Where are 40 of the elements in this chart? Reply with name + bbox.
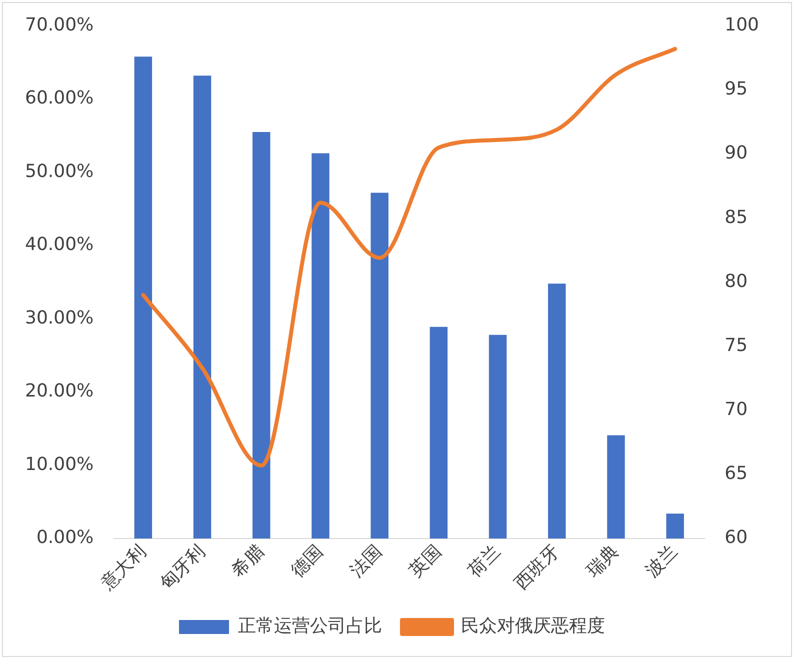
bar <box>666 514 684 539</box>
x-tick-label: 希腊 <box>228 541 268 582</box>
x-tick-label: 波兰 <box>642 541 682 582</box>
bar <box>548 284 566 539</box>
bar <box>252 132 270 539</box>
y2-tick-label: 80 <box>724 270 748 292</box>
x-tick-label: 法国 <box>346 541 386 582</box>
bar <box>488 334 507 539</box>
bar <box>370 192 388 539</box>
x-tick-label: 西班牙 <box>510 541 564 594</box>
x-tick-label: 瑞典 <box>582 541 623 582</box>
y-tick-label: 20.00% <box>24 380 94 402</box>
bar <box>134 56 152 539</box>
y-tick-label: 50.00% <box>24 160 94 182</box>
y-tick-label: 60.00% <box>24 88 94 109</box>
legend-label: 民众对俄厌恶程度 <box>461 616 605 637</box>
bar <box>430 326 448 539</box>
bar <box>193 76 212 539</box>
line-series <box>141 46 678 468</box>
legend-label: 正常运营公司占比 <box>238 616 382 637</box>
bar <box>607 435 625 539</box>
y2-tick-label: 75 <box>724 334 748 356</box>
y2-tick-label: 95 <box>724 78 748 100</box>
x-tick-label: 意大利 <box>96 541 150 595</box>
y-tick-label: 30.00% <box>24 307 94 328</box>
y2-tick-label: 85 <box>724 206 748 228</box>
x-tick-label: 匈牙利 <box>156 541 210 594</box>
y-tick-label: 70.00% <box>24 14 94 36</box>
x-tick-label: 英国 <box>405 541 446 582</box>
y-tick-label: 10.00% <box>24 454 94 475</box>
x-tick-label: 德国 <box>287 541 328 582</box>
y2-tick-label: 65 <box>724 463 748 484</box>
x-tick-label: 荷兰 <box>464 541 505 582</box>
bar <box>312 153 330 539</box>
y2-tick-label: 90 <box>724 142 748 164</box>
y2-tick-label: 60 <box>724 527 748 548</box>
y2-tick-label: 70 <box>724 399 748 420</box>
y2-tick-label: 100 <box>724 14 760 36</box>
y-tick-label: 40.00% <box>24 234 94 256</box>
y-tick-label: 0.00% <box>36 527 94 548</box>
